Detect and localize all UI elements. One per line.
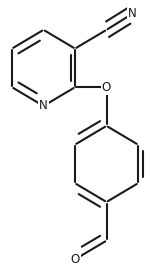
Text: O: O	[70, 253, 80, 266]
Text: N: N	[128, 7, 137, 20]
Text: N: N	[39, 99, 48, 112]
Text: O: O	[102, 81, 111, 94]
